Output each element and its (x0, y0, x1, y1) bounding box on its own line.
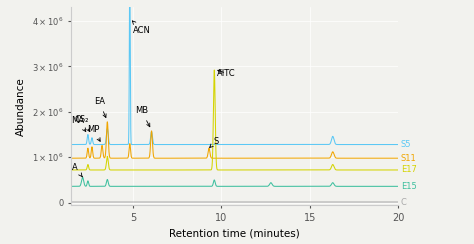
Text: S11: S11 (401, 154, 417, 163)
E17 (128, 169, 133, 172)
Line: E17: E17 (71, 70, 398, 170)
E17 (211, 69, 217, 71)
E17 (395, 169, 401, 172)
S5 (395, 143, 401, 146)
E17 (281, 169, 287, 172)
Text: E17: E17 (401, 165, 417, 174)
S11 (312, 157, 318, 160)
E15 (80, 176, 85, 179)
S5 (68, 143, 74, 146)
S11 (68, 157, 74, 160)
Text: C: C (401, 197, 407, 206)
Text: MP: MP (87, 125, 100, 141)
E17 (312, 169, 318, 172)
S5 (193, 143, 199, 146)
C (68, 201, 74, 203)
Line: E15: E15 (71, 177, 398, 186)
Text: S: S (210, 137, 219, 148)
C (193, 201, 199, 203)
X-axis label: Retention time (minutes): Retention time (minutes) (169, 228, 300, 238)
S5 (281, 143, 287, 146)
E15 (128, 185, 133, 188)
E15 (395, 185, 401, 188)
S5 (312, 143, 318, 146)
C (312, 201, 318, 203)
Line: S11: S11 (71, 122, 398, 158)
C (395, 201, 401, 203)
Y-axis label: Abundance: Abundance (16, 77, 26, 135)
Text: CS₂: CS₂ (75, 115, 90, 132)
E17 (68, 169, 74, 172)
S5 (337, 143, 343, 146)
E15 (68, 185, 74, 188)
Line: S5: S5 (71, 0, 398, 144)
E15 (281, 185, 287, 188)
S11 (337, 157, 343, 160)
C (264, 201, 270, 203)
S11 (128, 149, 133, 152)
C (337, 201, 343, 203)
S11 (281, 157, 287, 160)
E15 (337, 185, 343, 188)
S11 (264, 157, 270, 160)
E17 (264, 169, 270, 172)
E17 (193, 169, 199, 172)
S11 (193, 157, 199, 160)
E17 (337, 169, 343, 172)
E15 (264, 185, 270, 188)
S5 (264, 143, 270, 146)
Text: MA: MA (72, 116, 86, 132)
E15 (193, 185, 199, 188)
Text: MB: MB (135, 106, 150, 127)
Text: ACN: ACN (132, 21, 151, 35)
S11 (104, 120, 110, 123)
Text: EA: EA (94, 97, 106, 118)
Text: S5: S5 (401, 140, 411, 149)
S11 (395, 157, 401, 160)
C (281, 201, 287, 203)
Text: E15: E15 (401, 182, 417, 191)
Text: A: A (72, 163, 82, 177)
Text: AITC: AITC (217, 69, 236, 78)
C (128, 201, 133, 203)
E15 (312, 185, 318, 188)
S5 (128, 106, 133, 109)
